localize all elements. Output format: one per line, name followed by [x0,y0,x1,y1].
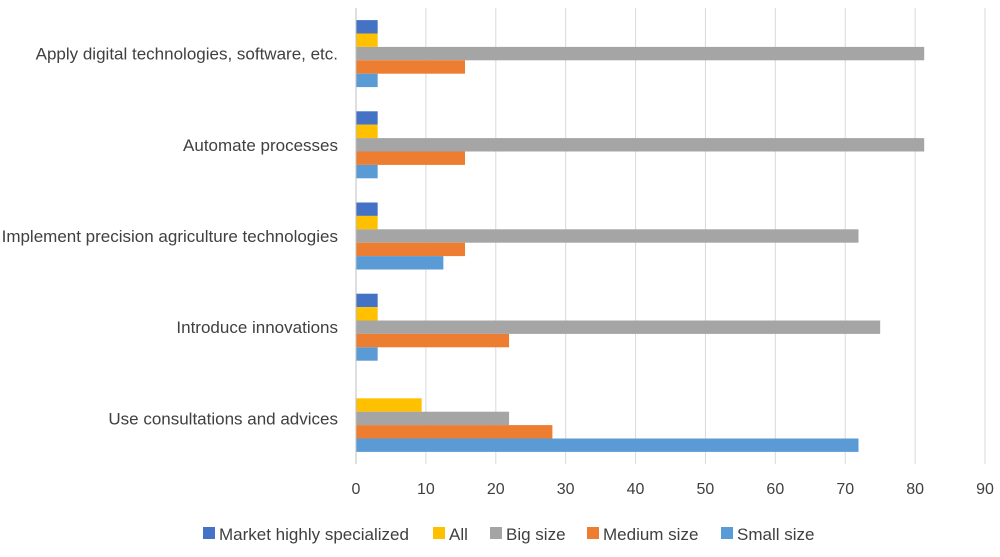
bar [356,398,422,412]
category-label: Apply digital technologies, software, et… [36,45,338,64]
bar [356,202,378,216]
bar [356,151,466,165]
axes: 0 10 20 30 40 50 60 70 80 90 Apply digital technol… [2,8,994,498]
x-tick-label: 40 [627,481,645,498]
legend-label: All [449,525,468,544]
category-label: Introduce innovations [176,318,338,337]
bar [356,256,444,270]
bars [356,20,925,452]
bar [356,425,553,439]
legend-label: Market highly specialized [219,525,409,544]
x-tick-label: 70 [836,481,854,498]
bar [356,307,378,321]
legend-swatch [721,527,733,539]
bar [356,333,510,348]
legend-label: Small size [737,525,814,544]
x-tick-label: 50 [697,481,715,498]
bar [356,242,466,257]
x-tick-label: 20 [487,481,505,498]
bar [356,111,378,125]
bar [356,229,859,243]
category-label: Automate processes [183,136,338,155]
category-label: Use consultations and advices [108,409,338,428]
bar [356,411,510,426]
category-label: Implement precision agriculture technolo… [2,227,338,246]
legend-label: Medium size [603,525,698,544]
bar [356,347,378,361]
x-tick-label: 10 [417,481,435,498]
bar [356,293,378,308]
bar [356,20,378,34]
x-tick-label: 0 [352,481,361,498]
legend-swatch [490,527,502,539]
bar [356,60,466,74]
bar [356,438,859,452]
x-tick-label: 60 [766,481,784,498]
legend-label: Big size [506,525,566,544]
bar [356,124,378,139]
legend: Market highly specialized All Big size Medi… [203,525,814,544]
legend-swatch [203,527,215,539]
x-tick-label: 30 [557,481,575,498]
x-tick-label: 90 [976,481,994,498]
bar [356,73,378,88]
bar [356,33,378,47]
bar [356,320,881,334]
legend-swatch [433,527,445,539]
bar [356,215,378,230]
legend-swatch [587,527,599,539]
bar [356,138,925,152]
bar [356,46,925,61]
bar [356,164,378,179]
x-tick-label: 80 [906,481,924,498]
